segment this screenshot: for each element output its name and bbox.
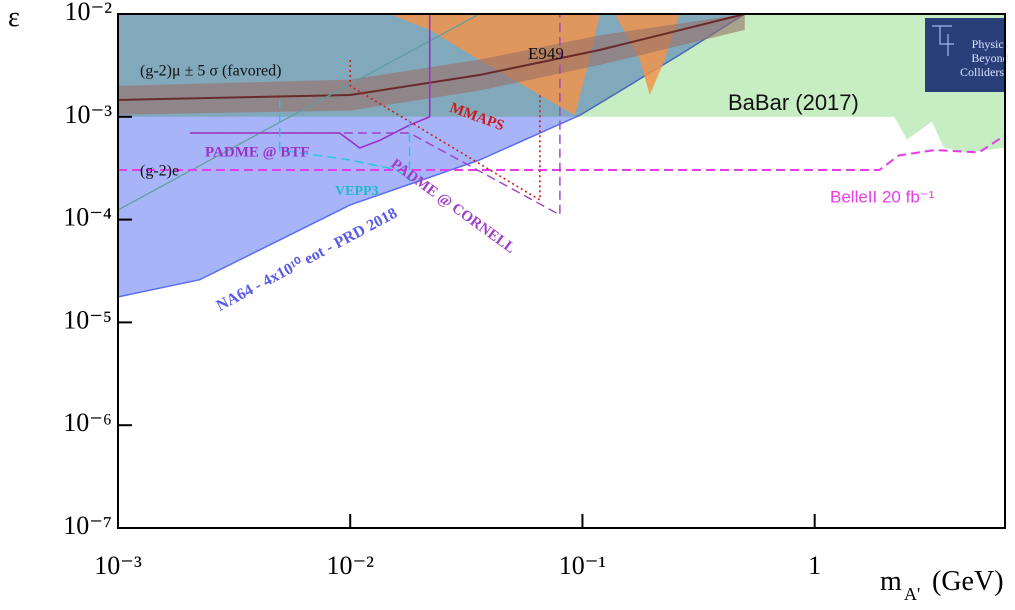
band-center — [118, 14, 746, 101]
annotation: (g-2)μ ± 5 σ (favored) — [140, 63, 281, 80]
annotation: VEPP3 — [335, 184, 379, 199]
y-tick-label: 10⁻⁵ — [63, 305, 112, 334]
annotation: PADME @ BTF — [205, 144, 310, 160]
logo: Physics Beyond Colliders — [925, 18, 1009, 92]
y-tick-label: 10⁻³ — [64, 100, 112, 129]
logo-text: Physics — [972, 37, 1009, 51]
limit-line — [349, 60, 541, 202]
x-tick-label: 10⁻¹ — [559, 551, 607, 580]
x-axis-label-unit: (GeV) — [932, 566, 1004, 597]
logo-box — [925, 18, 1005, 92]
y-axis-label: ε — [8, 2, 20, 33]
limit-line — [189, 14, 561, 217]
logo-text: Colliders — [960, 65, 1004, 79]
x-axis-label-sub: A' — [904, 584, 920, 604]
plot-area — [118, 14, 1005, 298]
logo-graphic — [932, 25, 954, 56]
annotation: E949 — [528, 44, 564, 63]
x-axis-label: m — [880, 566, 902, 597]
x-tick-label: 10⁻² — [326, 551, 374, 580]
annotation: BaBar (2017) — [728, 90, 859, 115]
limit-line — [189, 14, 431, 149]
y-tick-label: 10⁻⁷ — [63, 511, 112, 540]
band — [118, 14, 745, 115]
x-tick-label: 1 — [808, 551, 821, 580]
logo-text: Beyond — [971, 51, 1008, 65]
annotation: PADME @ CORNELL — [388, 156, 518, 257]
y-tick-label: 10⁻² — [64, 0, 112, 26]
limit-line — [118, 134, 1005, 171]
plot-frame — [117, 13, 1006, 529]
limit-line — [279, 99, 411, 183]
annotation: BelleII 20 fb⁻¹ — [830, 187, 935, 206]
y-tick-label: 10⁻⁴ — [63, 203, 112, 232]
y-tick-label: 10⁻⁶ — [63, 408, 112, 437]
limit-line — [118, 14, 480, 211]
x-tick-label: 10⁻³ — [94, 551, 142, 580]
annotation: (g-2)e — [140, 163, 179, 180]
